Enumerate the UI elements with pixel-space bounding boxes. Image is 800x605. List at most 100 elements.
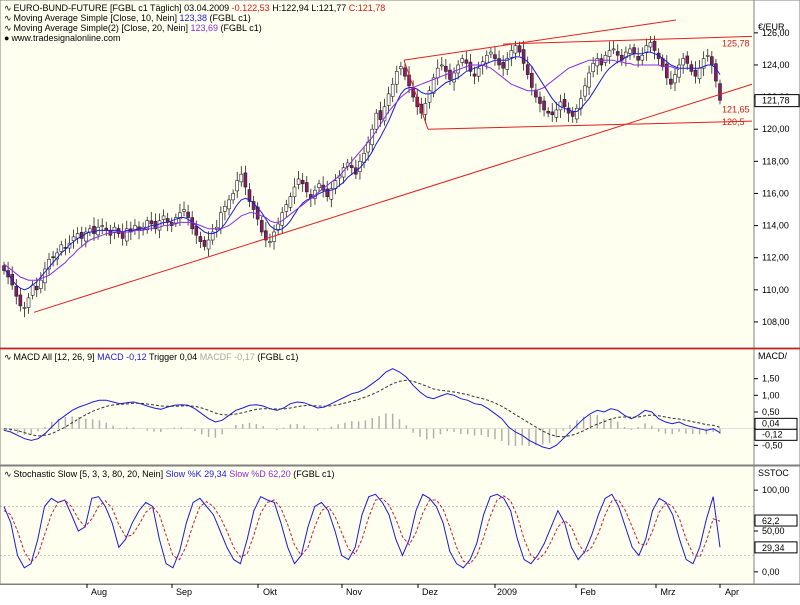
candle-body — [280, 212, 285, 226]
price-tick-label: 112,00 — [762, 253, 789, 263]
candle-body — [628, 48, 632, 54]
ma2-value: 123,69 — [190, 23, 219, 33]
candle-body — [460, 58, 465, 63]
candle-body — [444, 65, 448, 72]
candle-body — [268, 241, 272, 243]
candle-body — [505, 58, 510, 70]
candle-body — [382, 106, 387, 122]
candle-body — [472, 73, 477, 77]
slow-k-line — [3, 493, 721, 569]
level-label-mid: 121,65 — [722, 105, 750, 115]
source-url[interactable]: www.tradesignalonline.com — [11, 33, 121, 43]
axis-bg-0 — [753, 0, 800, 349]
candle-body — [574, 108, 579, 120]
candle-body — [227, 199, 231, 210]
stoch-last-box-2 — [754, 541, 798, 554]
candle-body — [587, 72, 591, 88]
candle-body — [399, 66, 403, 70]
candle-body — [386, 93, 391, 106]
candle-body — [681, 58, 685, 66]
price-tick-label: 108,00 — [762, 317, 790, 327]
x-tick-label: Feb — [580, 587, 596, 597]
candle-body — [59, 244, 64, 252]
price-change: -0.122,53 — [231, 3, 270, 13]
candle-body — [529, 73, 534, 88]
macd-last-value-2: -0,12 — [762, 429, 783, 439]
stoch-title: Stochastic Slow [5, 3, 3, 80, 20, Nein] — [13, 469, 164, 479]
candle-body — [595, 58, 600, 67]
candle-body — [133, 225, 137, 230]
panel-bg-2 — [0, 465, 755, 585]
candle-body — [632, 47, 636, 55]
line-icon: ∿ — [4, 23, 12, 33]
candle-body — [497, 58, 501, 66]
channel-top-line — [403, 19, 677, 61]
macd-line — [3, 368, 721, 450]
level-label-top: 125,78 — [722, 38, 750, 48]
candle-body — [640, 55, 645, 61]
price-tick-label: 114,00 — [762, 221, 789, 231]
panel-bg-1 — [0, 348, 755, 466]
candle-body — [223, 206, 227, 212]
candle-body — [75, 233, 80, 239]
candle-body — [636, 55, 640, 61]
candle-body — [509, 50, 514, 58]
candle-body — [235, 180, 240, 192]
candle-body — [296, 178, 301, 185]
candle-body — [583, 85, 587, 97]
ma2-suffix: (FGBL c1) — [220, 23, 262, 33]
candle-body — [570, 111, 575, 117]
price-close: C:121,78 — [348, 3, 386, 13]
candle-body — [247, 189, 252, 202]
price-date: 03.04.2009 — [184, 3, 230, 13]
stoch-last-box-1 — [754, 514, 798, 527]
last-price-label: 121,78 — [762, 96, 790, 106]
candle-body — [718, 83, 722, 101]
macd-title: MACD All [12, 26, 9] — [13, 352, 95, 362]
candle-body — [329, 188, 334, 200]
level-label-low: 120,5 — [722, 117, 745, 127]
candle-body — [145, 220, 149, 231]
line-icon: ∿ — [4, 3, 12, 13]
candle-body — [476, 67, 481, 77]
candle-body — [591, 63, 595, 73]
candle-body — [14, 285, 19, 297]
candle-body — [697, 67, 702, 80]
stoch-last-value-2: 29,34 — [762, 543, 785, 553]
macd-tick-label: 1,50 — [762, 374, 780, 384]
candle-body — [22, 307, 27, 309]
candle-body — [599, 58, 604, 66]
candle-body — [562, 99, 567, 108]
candle-body — [231, 193, 235, 201]
candle-body — [669, 78, 673, 85]
candle-body — [624, 51, 628, 58]
line-icon: ∿ — [4, 13, 12, 23]
candle-body — [464, 59, 469, 64]
candle-body — [452, 72, 456, 83]
candle-body — [178, 212, 182, 220]
channel-edge-line — [403, 59, 429, 130]
candle-body — [513, 45, 518, 54]
candle-body — [43, 268, 47, 284]
macd-value: MACD -0,12 — [97, 352, 147, 362]
candle-body — [30, 284, 35, 296]
candle-body — [480, 61, 485, 66]
candle-body — [186, 211, 190, 218]
candle-body — [705, 55, 710, 57]
candle-body — [67, 242, 72, 249]
candle-body — [394, 71, 399, 85]
macd-tick-label: 0,50 — [762, 407, 780, 417]
candle-body — [501, 62, 505, 69]
candle-body — [374, 112, 379, 130]
panel-bg-0 — [0, 0, 755, 349]
candle-body — [550, 111, 555, 116]
axis-bg-1 — [753, 348, 800, 466]
candle-body — [284, 204, 289, 212]
candle-body — [202, 240, 207, 247]
x-tick-label: 2009 — [497, 587, 517, 597]
ma20-line — [3, 59, 680, 281]
candle-body — [84, 231, 88, 242]
macd-trigger: Trigger 0,04 — [148, 352, 198, 362]
candle-body — [542, 100, 546, 111]
candle-body — [157, 220, 162, 231]
